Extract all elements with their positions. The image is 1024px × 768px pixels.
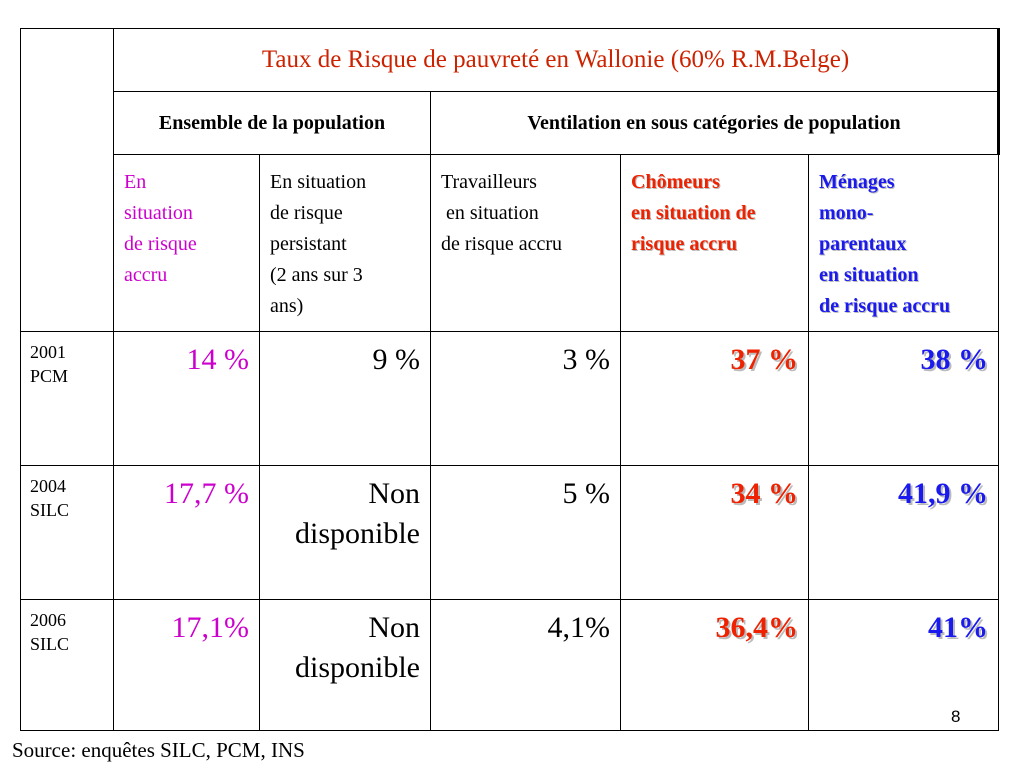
subheader-line: de risque xyxy=(124,233,197,255)
table-row: 2006 SILC 17,1% Non disponible 4,1% 36,4… xyxy=(20,599,999,731)
survey-label: SILC xyxy=(30,634,70,654)
value-cell: 3 % xyxy=(430,331,621,466)
value-text: 4,1% xyxy=(547,611,611,644)
value-text: 41,9 % xyxy=(898,477,988,510)
subheader-line: de risque accru xyxy=(441,233,563,255)
subheader-travailleurs: Travailleurs en situation de risque accr… xyxy=(430,154,621,332)
group-header-population: Ensemble de la population xyxy=(113,91,431,155)
survey-label: SILC xyxy=(30,500,70,520)
row-year: 2006 SILC xyxy=(20,599,114,731)
value-text: 14 % xyxy=(186,343,250,376)
value-cell: 17,7 % xyxy=(113,465,260,600)
value-text: 17,7 % xyxy=(164,477,249,510)
subheader-line: situation xyxy=(124,202,193,224)
subheader-line: ans) xyxy=(270,295,304,317)
subheader-line: Chômeurs xyxy=(631,171,720,193)
subheader-line: persistant xyxy=(270,233,347,255)
subheader-line: accru xyxy=(124,264,168,286)
subheader-risque-accru: En situation de risque accru xyxy=(113,154,260,332)
value-cell: 17,1% xyxy=(113,599,260,731)
value-text: disponible xyxy=(295,651,420,684)
year-label: 2004 xyxy=(30,476,66,496)
subheader-line: En xyxy=(124,171,147,193)
subheader-menages-monoparentaux: Ménages mono- parentaux en situation de … xyxy=(808,154,999,332)
value-cell: 38 % xyxy=(808,331,999,466)
value-text: 38 % xyxy=(920,343,989,376)
subheader-line: en situation xyxy=(441,202,539,224)
year-label: 2001 xyxy=(30,342,66,362)
row-year: 2004 SILC xyxy=(20,465,114,600)
row-year: 2001 PCM xyxy=(20,331,114,466)
subheader-line: (2 ans sur 3 xyxy=(270,264,363,286)
table-row: 2001 PCM 14 % 9 % 3 % 37 % 38 % xyxy=(20,331,999,466)
subheader-line: Ménages xyxy=(819,171,895,193)
value-cell: 4,1% xyxy=(430,599,621,731)
value-text: 9 % xyxy=(372,343,421,376)
subheader-line: En situation xyxy=(270,171,367,193)
subheader-line: de risque xyxy=(270,202,343,224)
value-cell: 9 % xyxy=(259,331,431,466)
value-cell: 14 % xyxy=(113,331,260,466)
value-text: 3 % xyxy=(562,343,611,376)
page-number: 8 xyxy=(951,707,961,726)
value-text: Non xyxy=(368,611,420,644)
value-cell: 41,9 % xyxy=(808,465,999,600)
subheader-line: mono- xyxy=(819,202,874,224)
subheader-line: risque accru xyxy=(631,233,738,255)
value-cell: 34 % xyxy=(620,465,809,600)
subheader-chomeurs: Chômeurs en situation de risque accru xyxy=(620,154,809,332)
subheader-line: Travailleurs xyxy=(441,171,537,193)
poverty-rate-table: Taux de Risque de pauvreté en Wallonie (… xyxy=(20,28,1000,731)
group-header-subcategories: Ventilation en sous catégories de popula… xyxy=(430,91,1000,155)
survey-label: PCM xyxy=(30,366,69,386)
subheader-line: en situation de xyxy=(631,202,756,224)
value-cell: 36,4% xyxy=(620,599,809,731)
subheader-line: de risque accru xyxy=(819,295,951,317)
value-cell: Non disponible xyxy=(259,465,431,600)
corner-cell xyxy=(20,28,114,332)
table-row: 2004 SILC 17,7 % Non disponible 5 % 34 %… xyxy=(20,465,999,600)
value-cell: 41% xyxy=(808,599,999,731)
source-note: Source: enquêtes SILC, PCM, INS xyxy=(12,738,305,762)
value-text: Non xyxy=(368,477,420,510)
year-label: 2006 xyxy=(30,610,66,630)
value-text: 37 % xyxy=(730,343,799,376)
value-text: 36,4% xyxy=(715,611,799,644)
value-text: disponible xyxy=(295,517,420,550)
table-title: Taux de Risque de pauvreté en Wallonie (… xyxy=(113,28,1000,92)
subheader-line: en situation xyxy=(819,264,919,286)
value-text: 41% xyxy=(928,611,988,644)
value-text: 17,1% xyxy=(171,611,250,644)
value-text: 34 % xyxy=(730,477,799,510)
subheader-risque-persistant: En situation de risque persistant (2 ans… xyxy=(259,154,431,332)
value-cell: 5 % xyxy=(430,465,621,600)
value-text: 5 % xyxy=(562,477,611,510)
subheader-line: parentaux xyxy=(819,233,907,255)
value-cell: Non disponible xyxy=(259,599,431,731)
value-cell: 37 % xyxy=(620,331,809,466)
